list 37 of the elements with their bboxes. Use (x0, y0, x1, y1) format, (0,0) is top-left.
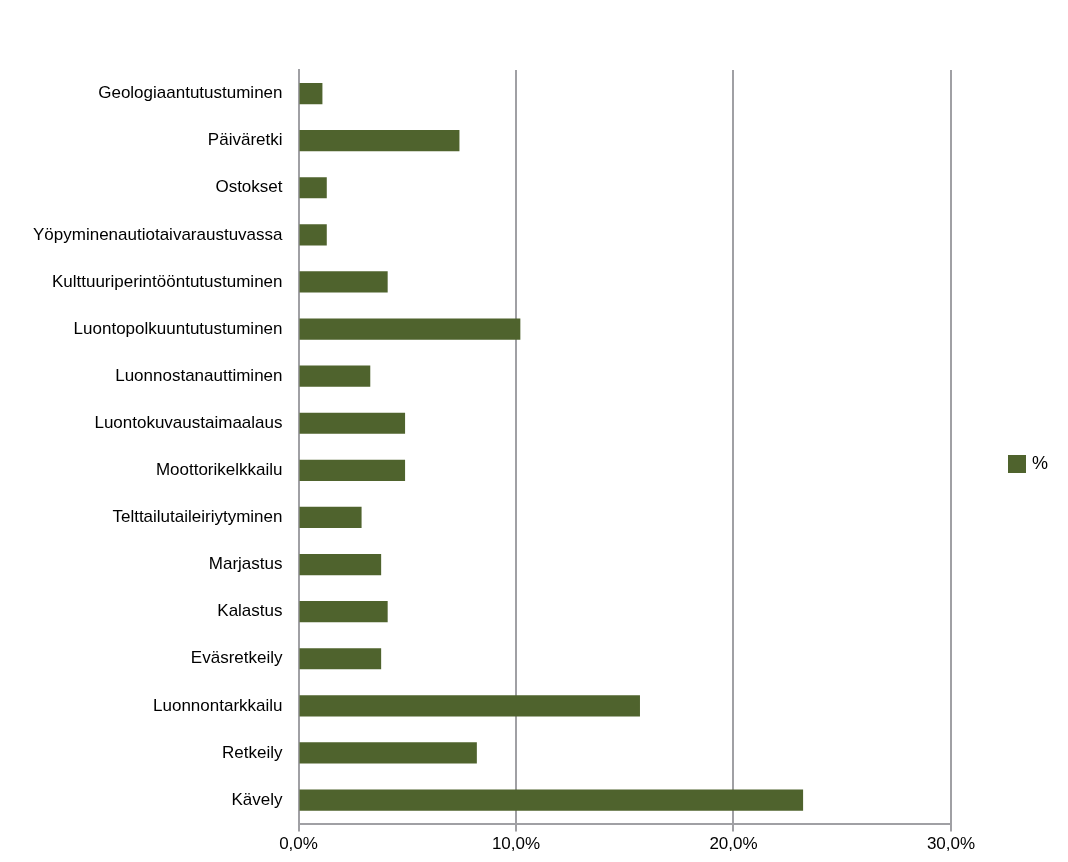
y-tick-label: Kävely (231, 789, 283, 809)
bar (299, 224, 327, 246)
y-tick-label: Luonnontarkkailu (153, 695, 283, 715)
bar (299, 459, 406, 481)
bar (299, 648, 382, 670)
y-tick-label: Telttailutaileiriytyminen (112, 507, 283, 527)
bar (299, 789, 804, 811)
y-tick-label: Luontopolkuuntutustuminen (73, 318, 283, 338)
x-tick-label: 10,0% (491, 834, 541, 854)
x-tick-label: 20,0% (709, 834, 758, 854)
bar (299, 82, 323, 105)
y-tick-label: Luonnostanauttiminen (115, 365, 283, 385)
x-tick-label: 0,0% (279, 834, 318, 854)
bar (299, 365, 371, 387)
y-tick-label: Päiväretki (207, 130, 283, 150)
bar (299, 506, 362, 529)
bar (299, 130, 460, 152)
y-tick-label: Kalastus (217, 601, 283, 621)
bar (299, 742, 477, 764)
x-tick-label: 30,0% (926, 834, 976, 854)
bar (299, 601, 388, 623)
bar (299, 318, 521, 340)
bar (299, 177, 327, 199)
y-tick-label: Moottorikelkkailu (155, 460, 283, 480)
y-tick-label: Luontokuvaustaimaalaus (94, 412, 283, 432)
y-tick-label: Yöpyminenautiotaivaraustuvassa (33, 224, 284, 244)
y-tick-label: Kulttuuriperintööntutustuminen (51, 271, 283, 291)
y-tick-label: Geologiaantutustuminen (98, 83, 283, 103)
y-tick-label: Retkeily (222, 742, 283, 762)
bar (299, 412, 406, 434)
y-tick-label: Ostokset (215, 177, 283, 197)
y-tick-label: Marjastus (208, 554, 283, 574)
bar (299, 695, 640, 717)
legend-label: % (1032, 452, 1049, 473)
y-tick-label: Eväsretkeily (190, 648, 283, 668)
bar (299, 271, 388, 293)
bar (299, 553, 382, 576)
